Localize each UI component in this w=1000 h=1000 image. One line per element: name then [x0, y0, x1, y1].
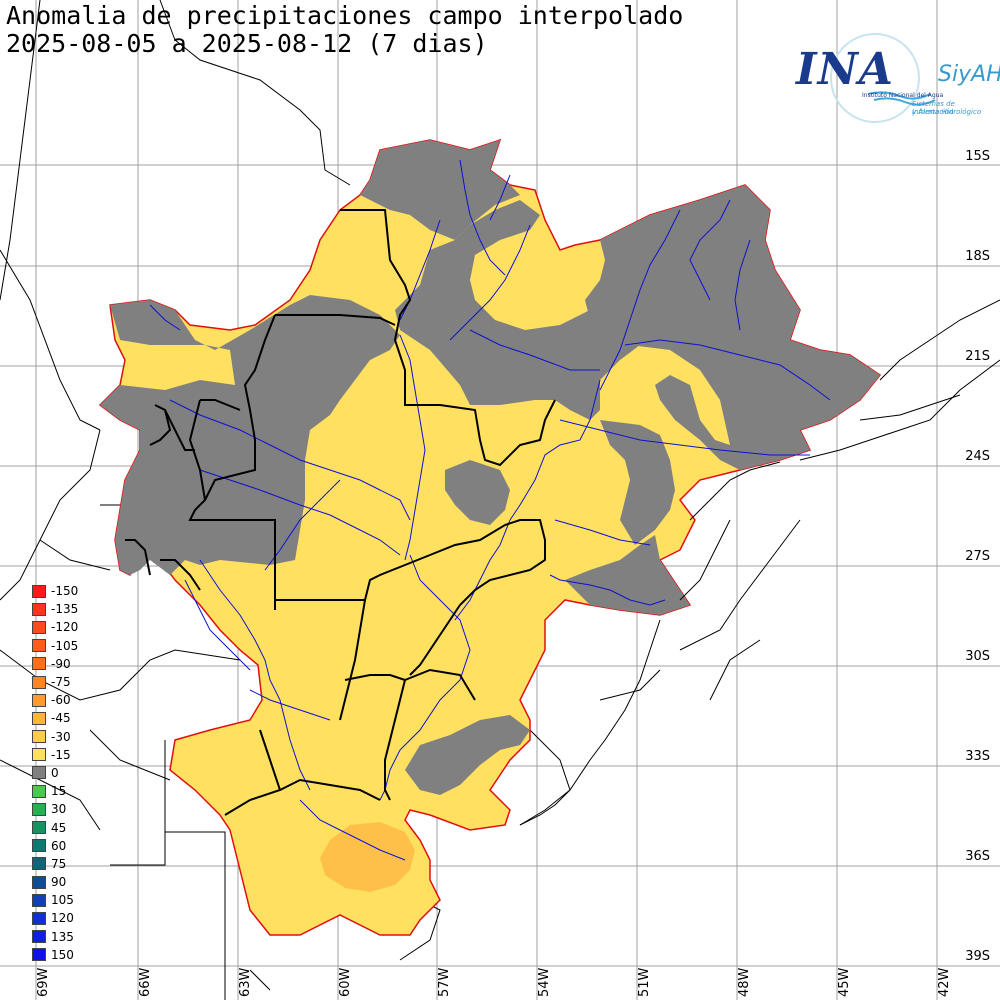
legend-item: -150: [32, 582, 78, 600]
legend-label: 105: [51, 893, 74, 908]
legend-label: -30: [51, 729, 71, 744]
legend-label: 75: [51, 856, 67, 871]
logo-graphic: [830, 33, 936, 123]
legend-swatch: [32, 893, 46, 907]
legend-swatch: [32, 911, 46, 925]
legend-item: 120: [32, 909, 78, 927]
legend-swatch: [32, 639, 46, 653]
lon-label-57w: 57W: [437, 967, 452, 997]
legend-swatch: [32, 766, 46, 780]
legend-item: -90: [32, 655, 78, 673]
legend-swatch: [32, 802, 46, 816]
lon-label-45w: 45W: [837, 967, 852, 997]
legend-item: 150: [32, 946, 78, 964]
legend-label: -60: [51, 693, 71, 708]
lat-label-27s: 27S: [965, 549, 990, 564]
lon-label-60w: 60W: [338, 967, 353, 997]
lon-label-54w: 54W: [537, 967, 552, 997]
lon-label-42w: 42W: [937, 967, 952, 997]
legend-swatch: [32, 602, 46, 616]
legend-label: -15: [51, 747, 71, 762]
legend-item: -105: [32, 637, 78, 655]
legend-label: 150: [51, 947, 74, 962]
legend-label: -105: [51, 638, 79, 653]
legend-label: 90: [51, 875, 67, 890]
legend-label: 30: [51, 802, 67, 817]
legend-item: 0: [32, 764, 78, 782]
legend-item: -45: [32, 709, 78, 727]
legend-item: -60: [32, 691, 78, 709]
legend-label: 15: [51, 784, 67, 799]
logo-line1: Instituto Nacional del Agua: [862, 92, 944, 99]
legend-swatch: [32, 930, 46, 944]
anomaly-minus30-area: [320, 822, 415, 892]
map-date-range: 2025-08-05 a 2025-08-12 (7 dias): [6, 29, 488, 58]
map-title: Anomalia de precipitaciones campo interp…: [6, 1, 684, 30]
lat-label-24s: 24S: [965, 449, 990, 464]
legend-swatch: [32, 821, 46, 835]
legend-swatch: [32, 839, 46, 853]
legend-label: -90: [51, 656, 71, 671]
legend-label: 60: [51, 838, 67, 853]
lon-label-48w: 48W: [737, 967, 752, 997]
ina-siyah-logo: INA SiyAH Instituto Nacional del Agua Si…: [790, 30, 1000, 125]
lon-label-63w: 63W: [238, 967, 253, 997]
lat-label-36s: 36S: [965, 849, 990, 864]
legend-label: -120: [51, 620, 79, 635]
legend-label: -45: [51, 711, 71, 726]
rivers: [149, 159, 831, 861]
color-legend: -150 -135 -120 -105 -90 -75 -60 -45 -30 -15 0 15 30 4…: [32, 582, 78, 964]
legend-item: 105: [32, 891, 78, 909]
logo-line3: y Alerta Hidrológico: [912, 108, 982, 116]
legend-item: 90: [32, 873, 78, 891]
legend-item: 30: [32, 800, 78, 818]
lon-label-51w: 51W: [637, 967, 652, 997]
legend-item: 135: [32, 928, 78, 946]
lon-label-69w: 69W: [36, 967, 51, 997]
legend-item: 15: [32, 782, 78, 800]
legend-label: 120: [51, 911, 74, 926]
legend-swatch: [32, 584, 46, 598]
lat-label-15s: 15S: [965, 149, 990, 164]
legend-item: -30: [32, 728, 78, 746]
legend-item: -75: [32, 673, 78, 691]
legend-swatch: [32, 748, 46, 762]
legend-label: -150: [51, 584, 79, 599]
legend-swatch: [32, 675, 46, 689]
legend-item: -120: [32, 618, 78, 636]
legend-label: 45: [51, 820, 67, 835]
legend-swatch: [32, 620, 46, 634]
legend-swatch: [32, 711, 46, 725]
legend-label: -135: [51, 602, 79, 617]
lat-label-30s: 30S: [965, 649, 990, 664]
legend-item: 45: [32, 818, 78, 836]
legend-item: 60: [32, 837, 78, 855]
lat-label-18s: 18S: [965, 249, 990, 264]
lat-label-21s: 21S: [965, 349, 990, 364]
lat-label-39s: 39S: [965, 949, 990, 964]
legend-swatch: [32, 693, 46, 707]
legend-label: -75: [51, 675, 71, 690]
legend-swatch: [32, 948, 46, 962]
legend-label: 0: [51, 765, 59, 780]
logo-line2: Sistemas de Información: [912, 100, 955, 116]
internal-borders: [125, 209, 556, 816]
logo-abbr: INA: [796, 44, 894, 95]
legend-item: 75: [32, 855, 78, 873]
legend-swatch: [32, 875, 46, 889]
legend-swatch: [32, 784, 46, 798]
legend-item: -135: [32, 600, 78, 618]
legend-swatch: [32, 857, 46, 871]
logo-name: SiyAH: [938, 62, 1000, 87]
lat-label-33s: 33S: [965, 749, 990, 764]
legend-swatch: [32, 730, 46, 744]
lon-label-66w: 66W: [138, 967, 153, 997]
legend-label: 135: [51, 929, 74, 944]
legend-swatch: [32, 657, 46, 671]
legend-item: -15: [32, 746, 78, 764]
coastline: [519, 359, 1000, 826]
